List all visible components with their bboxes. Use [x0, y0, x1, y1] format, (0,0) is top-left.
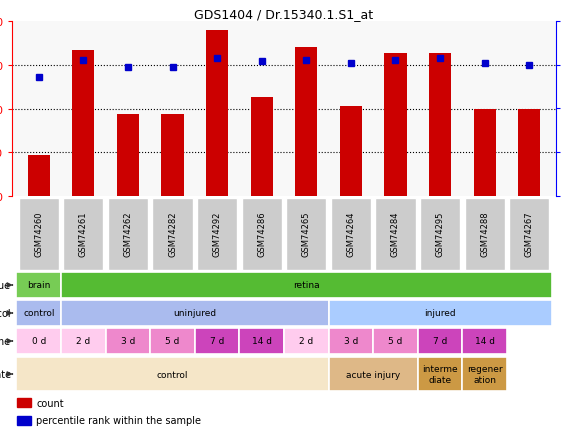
- Text: GSM74260: GSM74260: [34, 211, 43, 256]
- FancyBboxPatch shape: [462, 329, 507, 354]
- Text: time: time: [0, 336, 11, 346]
- Text: regener
ation: regener ation: [467, 365, 502, 384]
- Text: GSM74288: GSM74288: [480, 211, 489, 257]
- Text: injured: injured: [425, 309, 456, 318]
- FancyBboxPatch shape: [242, 198, 282, 270]
- Text: control: control: [23, 309, 55, 318]
- Bar: [429, 54, 451, 197]
- FancyBboxPatch shape: [108, 198, 148, 270]
- FancyBboxPatch shape: [106, 329, 150, 354]
- Text: disease state: disease state: [0, 369, 11, 379]
- FancyBboxPatch shape: [150, 329, 195, 354]
- FancyBboxPatch shape: [16, 273, 61, 298]
- FancyBboxPatch shape: [197, 198, 237, 270]
- Text: uninjured: uninjured: [173, 309, 216, 318]
- Bar: [206, 31, 228, 197]
- FancyBboxPatch shape: [329, 357, 418, 391]
- Bar: [117, 115, 139, 197]
- Text: 7 d: 7 d: [433, 337, 447, 346]
- Text: percentile rank within the sample: percentile rank within the sample: [37, 415, 202, 425]
- FancyBboxPatch shape: [61, 300, 329, 326]
- Text: GSM74295: GSM74295: [436, 211, 445, 256]
- FancyBboxPatch shape: [464, 198, 504, 270]
- Text: 5 d: 5 d: [166, 337, 180, 346]
- Text: GSM74286: GSM74286: [257, 211, 266, 257]
- Text: 0 d: 0 d: [32, 337, 46, 346]
- Bar: [251, 98, 273, 197]
- FancyBboxPatch shape: [329, 329, 373, 354]
- FancyBboxPatch shape: [329, 300, 552, 326]
- FancyBboxPatch shape: [61, 329, 106, 354]
- Text: protocol: protocol: [0, 308, 11, 318]
- Text: GSM74292: GSM74292: [213, 211, 222, 256]
- Text: GSM74261: GSM74261: [79, 211, 88, 256]
- Text: 3 d: 3 d: [120, 337, 135, 346]
- FancyBboxPatch shape: [153, 198, 193, 270]
- FancyBboxPatch shape: [16, 357, 329, 391]
- Text: acute injury: acute injury: [346, 370, 400, 378]
- Bar: [17, 398, 31, 407]
- Bar: [17, 416, 31, 424]
- Bar: [339, 106, 362, 197]
- FancyBboxPatch shape: [286, 198, 327, 270]
- FancyBboxPatch shape: [239, 329, 284, 354]
- Text: GSM74262: GSM74262: [123, 211, 132, 256]
- Text: retina: retina: [293, 281, 320, 290]
- Text: GSM74284: GSM74284: [391, 211, 400, 256]
- FancyBboxPatch shape: [509, 198, 549, 270]
- Text: 7 d: 7 d: [210, 337, 224, 346]
- Text: GSM74265: GSM74265: [302, 211, 311, 256]
- Text: 3 d: 3 d: [343, 337, 358, 346]
- FancyBboxPatch shape: [462, 357, 507, 391]
- Text: 14 d: 14 d: [475, 337, 495, 346]
- FancyBboxPatch shape: [418, 329, 462, 354]
- Bar: [162, 115, 184, 197]
- Bar: [385, 54, 406, 197]
- Text: control: control: [157, 370, 188, 378]
- Text: 2 d: 2 d: [299, 337, 314, 346]
- Text: GSM74264: GSM74264: [346, 211, 355, 256]
- Text: count: count: [37, 398, 64, 408]
- FancyBboxPatch shape: [373, 329, 418, 354]
- FancyBboxPatch shape: [63, 198, 104, 270]
- Text: tissue: tissue: [0, 280, 11, 290]
- FancyBboxPatch shape: [420, 198, 460, 270]
- Text: 2 d: 2 d: [76, 337, 91, 346]
- FancyBboxPatch shape: [195, 329, 239, 354]
- FancyBboxPatch shape: [418, 357, 462, 391]
- Bar: [295, 48, 318, 197]
- Bar: [28, 156, 50, 197]
- Text: GSM74267: GSM74267: [525, 211, 534, 257]
- FancyBboxPatch shape: [16, 300, 61, 326]
- Bar: [72, 51, 95, 197]
- FancyBboxPatch shape: [284, 329, 329, 354]
- Bar: [473, 109, 496, 197]
- Text: brain: brain: [27, 281, 51, 290]
- FancyBboxPatch shape: [331, 198, 371, 270]
- Text: 14 d: 14 d: [252, 337, 272, 346]
- FancyBboxPatch shape: [61, 273, 552, 298]
- FancyBboxPatch shape: [376, 198, 415, 270]
- FancyBboxPatch shape: [16, 329, 61, 354]
- Bar: [518, 109, 540, 197]
- Text: 5 d: 5 d: [388, 337, 403, 346]
- FancyBboxPatch shape: [19, 198, 59, 270]
- Text: GSM74282: GSM74282: [168, 211, 177, 256]
- Title: GDS1404 / Dr.15340.1.S1_at: GDS1404 / Dr.15340.1.S1_at: [194, 8, 374, 21]
- Text: interme
diate: interme diate: [422, 365, 458, 384]
